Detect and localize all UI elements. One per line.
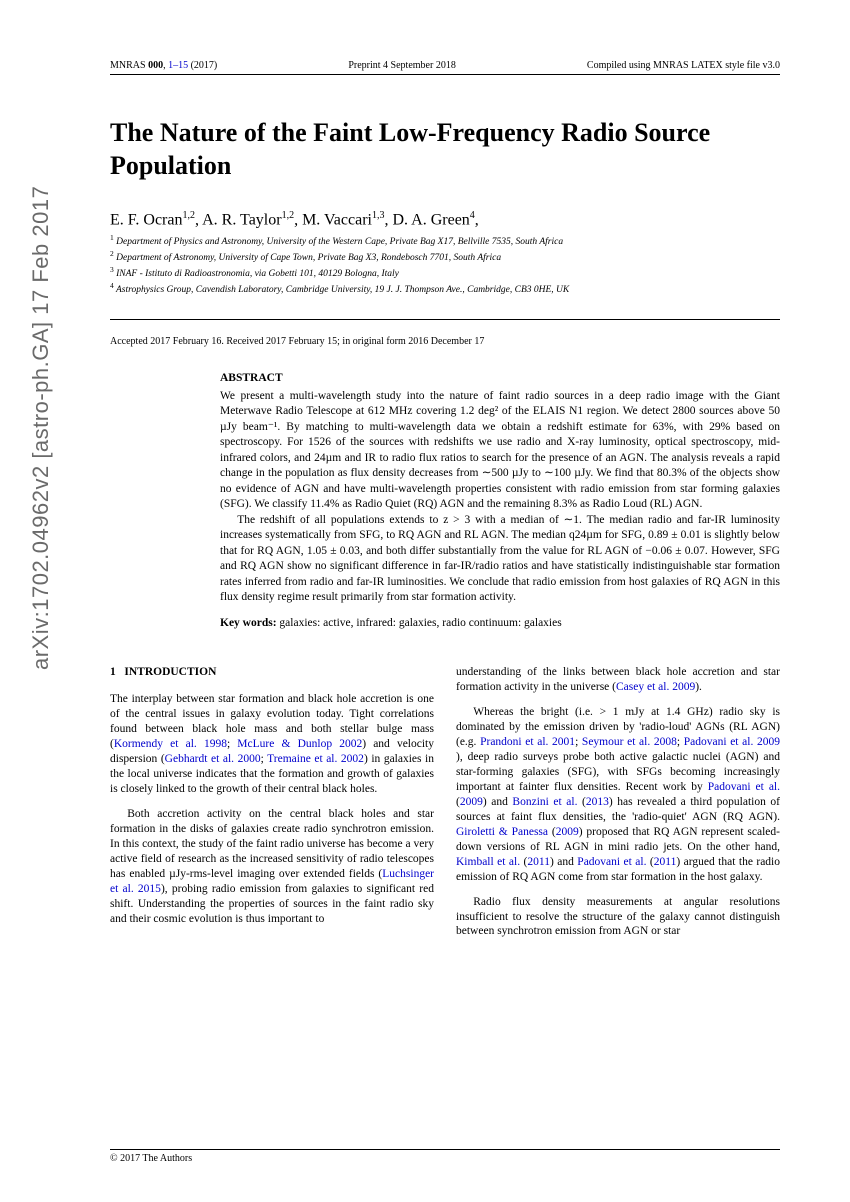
abstract-p2: The redshift of all populations extends … [220, 513, 780, 606]
affiliation-rule [110, 319, 780, 320]
footer-rule [110, 1149, 780, 1150]
keywords: Key words: galaxies: active, infrared: g… [220, 616, 780, 632]
header-right: Compiled using MNRAS LATEX style file v3… [587, 60, 780, 71]
section-heading: 1 INTRODUCTION [110, 665, 434, 680]
column-1: 1 INTRODUCTION The interplay between sta… [110, 665, 434, 939]
running-header: MNRAS 000, 1–15 (2017) Preprint 4 Septem… [110, 60, 780, 71]
copyright: © 2017 The Authors [110, 1153, 192, 1164]
cite-link[interactable]: Padovani et al. 2009 [684, 736, 780, 748]
cite-link[interactable]: Gebhardt et al. 2000 [165, 753, 261, 765]
cite-link[interactable]: 2009 [556, 826, 579, 838]
cite-link[interactable]: Bonzini et al. [512, 796, 577, 808]
cite-link[interactable]: Kormendy et al. 1998 [114, 738, 227, 750]
cite-link[interactable]: Tremaine et al. 2002 [267, 753, 364, 765]
cite-link[interactable]: McLure & Dunlop 2002 [237, 738, 362, 750]
header-pages-link[interactable]: 1–15 [168, 60, 188, 71]
abstract-heading: ABSTRACT [220, 371, 780, 387]
intro-p3: Whereas the bright (i.e. > 1 mJy at 1.4 … [456, 705, 780, 884]
cite-link[interactable]: Casey et al. 2009 [616, 681, 695, 693]
authors: E. F. Ocran1,2, A. R. Taylor1,2, M. Vacc… [110, 210, 780, 229]
abstract: ABSTRACT We present a multi-wavelength s… [220, 371, 780, 631]
abstract-p1: We present a multi-wavelength study into… [220, 389, 780, 513]
cite-link[interactable]: Kimball et al. [456, 856, 520, 868]
cite-link[interactable]: Seymour et al. 2008 [582, 736, 677, 748]
header-center: Preprint 4 September 2018 [348, 60, 455, 71]
intro-p2: Both accretion activity on the central b… [110, 807, 434, 927]
cite-link[interactable]: 2011 [527, 856, 550, 868]
cite-link[interactable]: Padovani et al. [577, 856, 646, 868]
cite-link[interactable]: 2011 [654, 856, 677, 868]
intro-p4: Radio flux density measurements at angul… [456, 895, 780, 940]
footer: © 2017 The Authors [110, 1149, 780, 1164]
cite-link[interactable]: 2009 [460, 796, 483, 808]
header-rule [110, 74, 780, 75]
intro-p2-cont: understanding of the links between black… [456, 665, 780, 695]
affiliations: 1 Department of Physics and Astronomy, U… [110, 233, 780, 297]
column-2: understanding of the links between black… [456, 665, 780, 939]
intro-p1: The interplay between star formation and… [110, 692, 434, 797]
paper-title: The Nature of the Faint Low-Frequency Ra… [110, 117, 780, 182]
cite-link[interactable]: Giroletti & Panessa [456, 826, 548, 838]
accepted-line: Accepted 2017 February 16. Received 2017… [110, 336, 780, 347]
cite-link[interactable]: 2013 [586, 796, 609, 808]
header-left: MNRAS 000, 1–15 (2017) [110, 60, 217, 71]
cite-link[interactable]: Padovani et al. [708, 781, 780, 793]
cite-link[interactable]: Prandoni et al. 2001 [480, 736, 575, 748]
body-columns: 1 INTRODUCTION The interplay between sta… [110, 665, 780, 939]
